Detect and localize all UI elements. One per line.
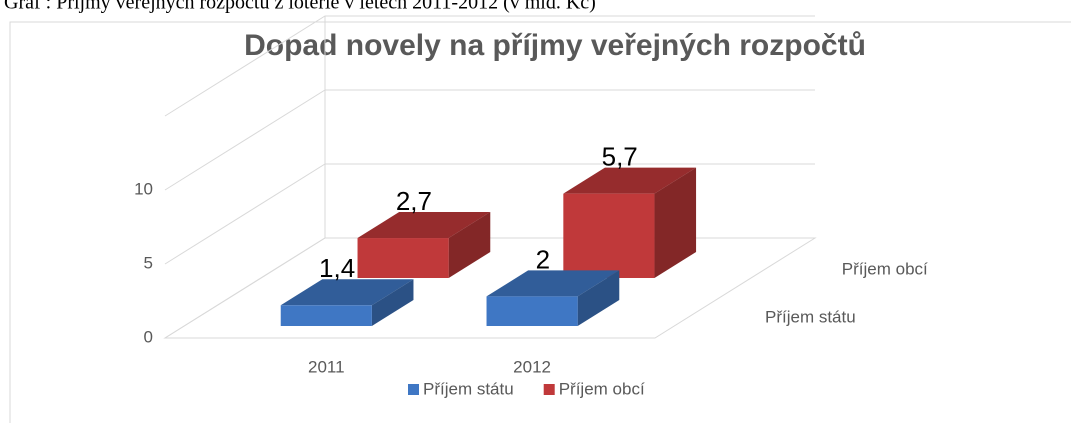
legend-label: Příjem státu (423, 379, 514, 398)
legend-swatch (543, 384, 555, 395)
bar-side (654, 167, 697, 278)
bar (357, 238, 449, 278)
chart-frame (9, 21, 1071, 423)
bar-top (486, 270, 620, 297)
grid-line (164, 163, 815, 265)
depth-label: Příjem státu (765, 307, 856, 326)
y-tick-label: 5 (144, 253, 153, 272)
data-label: 1,4 (319, 253, 355, 283)
x-tick-label: 2012 (513, 357, 551, 376)
bar-top (280, 279, 414, 306)
caption: Graf : Příjmy veřejných rozpočtů z loter… (4, 0, 596, 14)
chart-title: Dopad novely na příjmy veřejných rozpočt… (244, 29, 866, 62)
bar (280, 305, 372, 326)
bar-side (371, 279, 414, 326)
legend-swatch (408, 384, 419, 395)
x-tick-label: 2011 (308, 357, 345, 376)
bar-side (577, 270, 620, 326)
y-tick-label: 0 (144, 327, 153, 346)
bar-top (563, 167, 697, 194)
data-label: 5,7 (602, 142, 638, 172)
grid-line (164, 89, 815, 191)
data-label: 2 (536, 244, 550, 274)
y-tick-label: 10 (134, 179, 153, 198)
bar-top (357, 212, 491, 239)
depth-label: Příjem obcí (842, 259, 928, 278)
bar-side (448, 212, 491, 278)
bar (486, 296, 578, 326)
bar (563, 193, 655, 278)
legend-label: Příjem obcí (559, 379, 645, 398)
data-label: 2,7 (396, 186, 432, 216)
